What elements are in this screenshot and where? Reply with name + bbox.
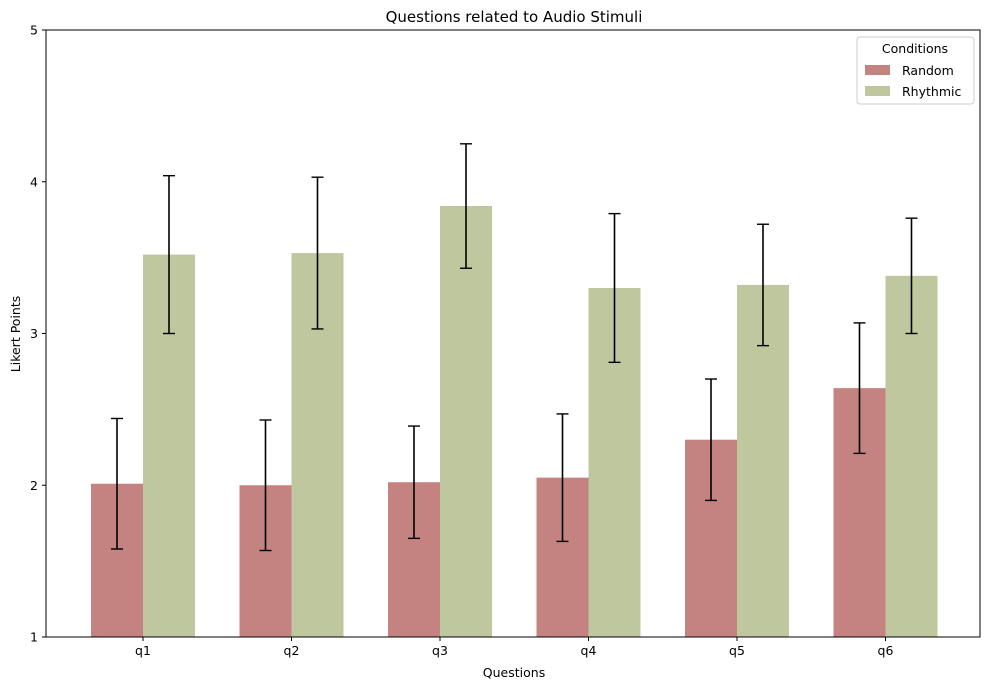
bar-rhythmic-q6 [885,275,938,637]
x-axis-ticks: q1 q2 q3 q4 q5 q6 [135,637,893,658]
error-bar-random-q4 [556,413,569,543]
x-tick-label-q2: q2 [284,643,300,658]
y-axis-label: Likert Points [8,296,23,372]
y-tick-label-4: 4 [30,174,38,189]
error-bar-random-q2 [259,419,272,552]
error-bar-rhythmic-q6 [905,217,918,335]
y-axis-ticks: 1 2 3 4 5 [30,23,46,645]
legend-swatch-rhythmic [865,86,890,96]
bars-layer [91,206,938,637]
legend-label-random: Random [902,63,954,78]
x-axis-label: Questions [483,665,545,680]
y-tick-label-3: 3 [30,326,38,341]
error-bar-random-q1 [111,417,123,550]
error-bar-rhythmic-q4 [608,212,621,364]
error-bar-random-q3 [408,425,420,540]
x-tick-label-q4: q4 [581,643,597,658]
x-tick-label-q1: q1 [135,643,151,658]
legend: Conditions Random Rhythmic [856,36,975,105]
legend-title: Conditions [882,41,948,56]
bar-rhythmic-q3 [440,206,492,637]
legend-swatch-random [865,65,890,75]
error-bar-random-q6 [853,322,866,455]
y-tick-label-1: 1 [30,630,38,645]
error-bars-layer [111,143,918,552]
error-bar-rhythmic-q3 [460,143,472,269]
x-tick-label-q6: q6 [878,643,894,658]
x-tick-label-q5: q5 [729,643,745,658]
legend-label-rhythmic: Rhythmic [902,84,961,99]
y-tick-label-2: 2 [30,478,38,493]
error-bar-rhythmic-q1 [163,174,175,335]
error-bar-random-q5 [705,378,717,502]
x-tick-label-q3: q3 [432,643,448,658]
chart-title: Questions related to Audio Stimuli [386,8,643,26]
y-tick-label-5: 5 [30,23,38,38]
error-bar-rhythmic-q5 [757,223,769,347]
error-bar-rhythmic-q2 [311,176,324,330]
